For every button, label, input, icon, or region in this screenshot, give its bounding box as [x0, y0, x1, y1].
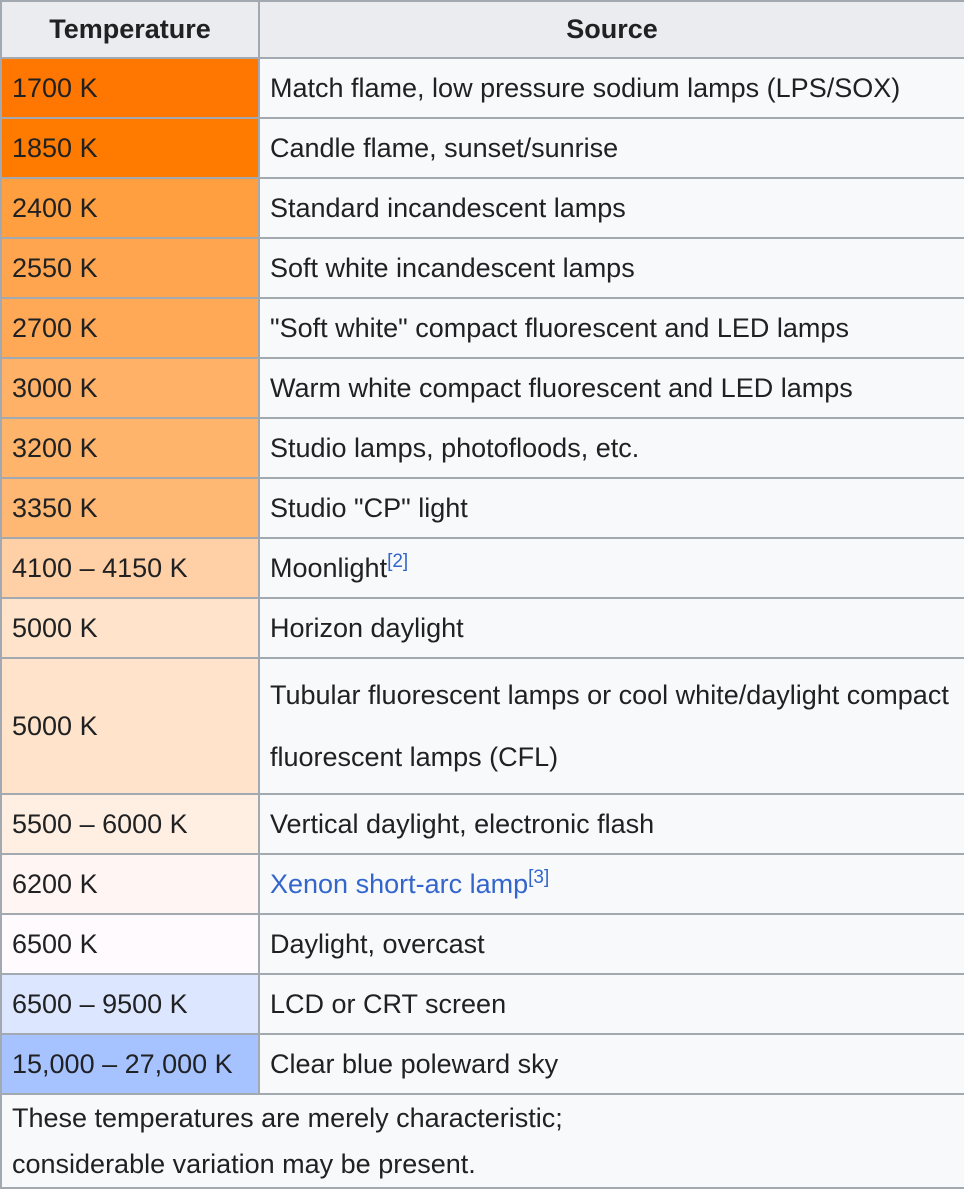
source-cell: Clear blue poleward sky: [258, 1033, 964, 1095]
header-row: Temperature Source: [0, 0, 964, 59]
source-cell: Vertical daylight, electronic flash: [258, 793, 964, 855]
table-row: 5500 – 6000 K Vertical daylight, electro…: [0, 793, 964, 855]
footnote-cell: These temperatures are merely characteri…: [0, 1093, 964, 1189]
table-row: 2550 K Soft white incandescent lamps: [0, 237, 964, 299]
source-cell: Horizon daylight: [258, 597, 964, 659]
reference-link[interactable]: [2]: [387, 550, 409, 572]
source-cell: "Soft white" compact fluorescent and LED…: [258, 297, 964, 359]
temperature-cell: 3200 K: [0, 417, 260, 479]
temperature-cell: 15,000 – 27,000 K: [0, 1033, 260, 1095]
temperature-cell: 5500 – 6000 K: [0, 793, 260, 855]
temperature-cell: 6500 K: [0, 913, 260, 975]
temperature-cell: 1700 K: [0, 57, 260, 119]
table-row: 3000 K Warm white compact fluorescent an…: [0, 357, 964, 419]
reference-link[interactable]: [3]: [528, 866, 550, 888]
table-row: 3200 K Studio lamps, photofloods, etc.: [0, 417, 964, 479]
xenon-lamp-link[interactable]: Xenon short-arc lamp: [270, 868, 529, 899]
temperature-cell: 6200 K: [0, 853, 260, 915]
temperature-cell: 4100 – 4150 K: [0, 537, 260, 599]
table-row: 15,000 – 27,000 K Clear blue poleward sk…: [0, 1033, 964, 1095]
temperature-cell: 5000 K: [0, 657, 260, 795]
footnote-line-1: These temperatures are merely characteri…: [12, 1103, 563, 1133]
temperature-cell: 3000 K: [0, 357, 260, 419]
source-cell: LCD or CRT screen: [258, 973, 964, 1035]
source-cell: Studio "CP" light: [258, 477, 964, 539]
temperature-cell: 3350 K: [0, 477, 260, 539]
table-row: 2400 K Standard incandescent lamps: [0, 177, 964, 239]
table-row: 6500 K Daylight, overcast: [0, 913, 964, 975]
footnote-line-2: considerable variation may be present.: [12, 1149, 476, 1179]
source-cell: Xenon short-arc lamp[3]: [258, 853, 964, 915]
source-cell: Studio lamps, photofloods, etc.: [258, 417, 964, 479]
temperature-cell: 1850 K: [0, 117, 260, 179]
source-cell: Match flame, low pressure sodium lamps (…: [258, 57, 964, 119]
table-row: 6500 – 9500 K LCD or CRT screen: [0, 973, 964, 1035]
source-cell: Warm white compact fluorescent and LED l…: [258, 357, 964, 419]
temperature-column-header: Temperature: [0, 0, 260, 59]
source-text: Moonlight: [270, 552, 388, 583]
source-cell: Moonlight[2]: [258, 537, 964, 599]
table-row: 2700 K "Soft white" compact fluorescent …: [0, 297, 964, 359]
source-cell: Tubular fluorescent lamps or cool white/…: [258, 657, 964, 795]
source-column-header: Source: [258, 0, 964, 59]
table-row: 3350 K Studio "CP" light: [0, 477, 964, 539]
temperature-cell: 6500 – 9500 K: [0, 973, 260, 1035]
source-cell: Candle flame, sunset/sunrise: [258, 117, 964, 179]
table-row: 1700 K Match flame, low pressure sodium …: [0, 57, 964, 119]
table-row: 4100 – 4150 K Moonlight[2]: [0, 537, 964, 599]
source-cell: Standard incandescent lamps: [258, 177, 964, 239]
table-row: 5000 K Tubular fluorescent lamps or cool…: [0, 657, 964, 795]
temperature-cell: 2700 K: [0, 297, 260, 359]
table-row: 1850 K Candle flame, sunset/sunrise: [0, 117, 964, 179]
footnote-row: These temperatures are merely characteri…: [0, 1093, 964, 1189]
source-cell: Soft white incandescent lamps: [258, 237, 964, 299]
table-row: 6200 K Xenon short-arc lamp[3]: [0, 853, 964, 915]
source-cell: Daylight, overcast: [258, 913, 964, 975]
temperature-cell: 2550 K: [0, 237, 260, 299]
temperature-cell: 2400 K: [0, 177, 260, 239]
table-row: 5000 K Horizon daylight: [0, 597, 964, 659]
temperature-cell: 5000 K: [0, 597, 260, 659]
